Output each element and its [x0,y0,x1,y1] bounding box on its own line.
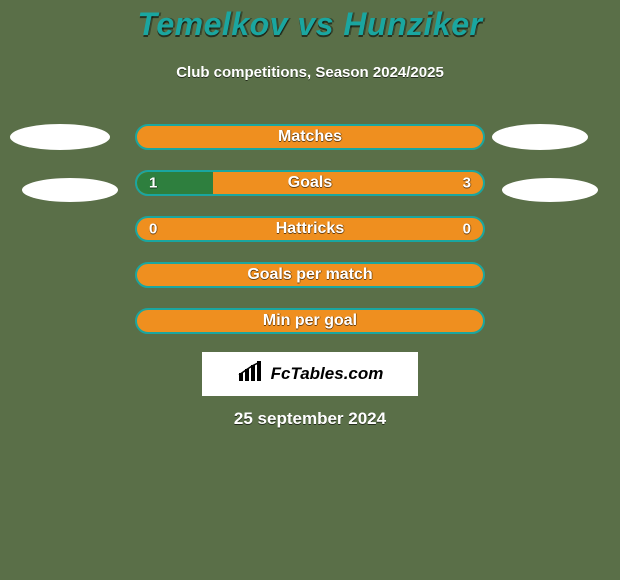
date-text: 25 september 2024 [0,409,620,429]
page-title: Temelkov vs Hunziker [0,0,620,43]
stat-bar: Goals per match [135,262,485,288]
side-ellipse [10,124,110,150]
logo-box: FcTables.com [202,352,418,396]
stat-bar-label: Goals [137,174,483,192]
logo-text: FcTables.com [271,364,384,384]
stat-bar-value-right: 0 [463,221,471,238]
stat-bar-value-left: 0 [149,221,157,238]
stat-bar: Min per goal [135,308,485,334]
stat-bar-value-right: 3 [463,175,471,192]
stat-bar: Hattricks0 0 [135,216,485,242]
stat-bar: Matches [135,124,485,150]
bars-chart-icon [237,361,265,388]
stat-bar-label: Matches [137,128,483,146]
side-ellipse [502,178,598,202]
stat-bar-label: Hattricks [137,220,483,238]
subtitle: Club competitions, Season 2024/2025 [0,64,620,81]
canvas: Temelkov vs Hunziker Club competitions, … [0,0,620,580]
stat-bar: Goals1 3 [135,170,485,196]
stat-bar-label: Goals per match [137,266,483,284]
side-ellipse [22,178,118,202]
side-ellipse [492,124,588,150]
bars-container: Matches Goals1 3 Hattricks0 0 Goals per match… [135,124,485,334]
stat-bar-label: Min per goal [137,312,483,330]
stat-bar-value-left: 1 [149,175,157,192]
